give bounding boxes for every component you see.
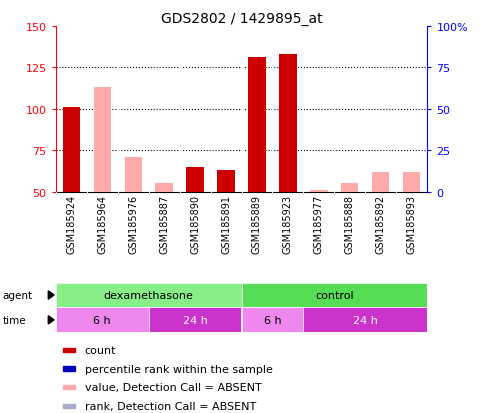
Bar bbox=[403, 172, 421, 192]
Title: GDS2802 / 1429895_at: GDS2802 / 1429895_at bbox=[161, 12, 322, 26]
Bar bbox=[186, 167, 203, 192]
Text: GSM185892: GSM185892 bbox=[376, 195, 386, 254]
Text: 6 h: 6 h bbox=[264, 315, 281, 325]
Text: value, Detection Call = ABSENT: value, Detection Call = ABSENT bbox=[85, 382, 261, 392]
Text: count: count bbox=[85, 345, 116, 355]
Text: GSM185977: GSM185977 bbox=[314, 195, 324, 254]
Bar bbox=[372, 172, 389, 192]
Text: GSM185890: GSM185890 bbox=[190, 195, 200, 254]
Text: GSM185923: GSM185923 bbox=[283, 195, 293, 254]
Bar bbox=[56, 308, 149, 332]
Text: agent: agent bbox=[2, 290, 32, 300]
Bar bbox=[63, 366, 75, 371]
Text: percentile rank within the sample: percentile rank within the sample bbox=[85, 364, 272, 374]
Bar bbox=[280, 55, 297, 192]
Bar bbox=[94, 88, 111, 192]
Bar bbox=[62, 108, 80, 192]
Text: time: time bbox=[2, 315, 26, 325]
Bar bbox=[242, 308, 303, 332]
Text: GSM185887: GSM185887 bbox=[159, 195, 169, 254]
Text: GSM185924: GSM185924 bbox=[66, 195, 76, 254]
Text: GSM185889: GSM185889 bbox=[252, 195, 262, 254]
Bar bbox=[149, 308, 242, 332]
Text: GSM185888: GSM185888 bbox=[345, 195, 355, 254]
Bar bbox=[248, 58, 266, 192]
Bar bbox=[63, 404, 75, 408]
Text: dexamethasone: dexamethasone bbox=[103, 290, 194, 300]
Text: 24 h: 24 h bbox=[183, 315, 208, 325]
Bar bbox=[56, 283, 242, 308]
Text: control: control bbox=[315, 290, 354, 300]
Text: GSM185893: GSM185893 bbox=[407, 195, 417, 254]
Bar bbox=[63, 385, 75, 389]
Bar bbox=[242, 283, 427, 308]
Bar bbox=[311, 190, 327, 192]
Bar bbox=[303, 308, 427, 332]
Text: GSM185964: GSM185964 bbox=[97, 195, 107, 254]
Text: 6 h: 6 h bbox=[93, 315, 111, 325]
Bar bbox=[217, 171, 235, 192]
Text: 24 h: 24 h bbox=[353, 315, 378, 325]
Bar bbox=[63, 348, 75, 352]
Bar bbox=[156, 184, 172, 192]
Bar bbox=[341, 184, 358, 192]
Bar bbox=[125, 157, 142, 192]
Text: GSM185976: GSM185976 bbox=[128, 195, 138, 254]
Text: GSM185891: GSM185891 bbox=[221, 195, 231, 254]
Text: rank, Detection Call = ABSENT: rank, Detection Call = ABSENT bbox=[85, 401, 256, 411]
